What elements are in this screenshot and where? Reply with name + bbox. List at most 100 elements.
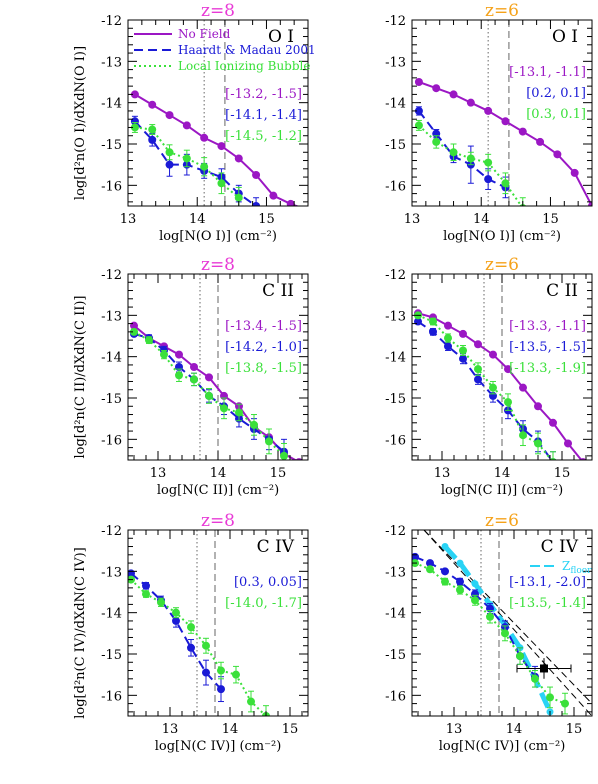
data-point-haardt_madau bbox=[484, 175, 493, 184]
y-tick-label: -15 bbox=[101, 138, 122, 153]
data-point-no_field bbox=[536, 137, 545, 146]
x-tick-label: 14 bbox=[189, 212, 206, 227]
x-axis-label: log[N(O I)] (cm⁻²) bbox=[159, 229, 277, 244]
data-point-local_bubble bbox=[504, 398, 512, 407]
series-line-haardt_madau bbox=[417, 320, 553, 460]
data-point-haardt_madau bbox=[217, 685, 225, 694]
y-tick-label: -13 bbox=[101, 55, 122, 70]
data-point-no_field bbox=[564, 439, 572, 448]
y-tick-label: -16 bbox=[385, 689, 406, 704]
x-axis-label: log[N(C II)] (cm⁻²) bbox=[441, 483, 563, 498]
y-axis-label: log[d²n(C II)/dXdN(C II)] bbox=[73, 296, 88, 459]
x-axis-label: log[N(O I)] (cm⁻²) bbox=[443, 229, 561, 244]
plot-area bbox=[128, 530, 270, 716]
x-tick-label: 13 bbox=[150, 466, 167, 481]
y-tick-label: -13 bbox=[385, 309, 406, 324]
data-point-haardt_madau bbox=[459, 354, 467, 363]
y-axis-label: log[d²n(C IV)/dXdN(C IV)] bbox=[73, 547, 88, 719]
y-tick-label: -13 bbox=[385, 565, 406, 580]
data-point-haardt_madau bbox=[474, 375, 482, 384]
data-point-local_bubble bbox=[414, 121, 423, 130]
y-tick-label: -16 bbox=[385, 433, 406, 448]
data-point-local_bubble bbox=[250, 420, 258, 429]
data-point-local_bubble bbox=[531, 674, 539, 683]
fit-params-haardt_madau: [-14.1, -1.4] bbox=[225, 108, 302, 123]
x-tick-label: 14 bbox=[506, 722, 523, 737]
x-tick-label: 15 bbox=[258, 212, 275, 227]
legend-label-no_field: No Field bbox=[178, 27, 231, 41]
ion-label: C II bbox=[546, 281, 578, 301]
x-tick-label: 13 bbox=[446, 722, 463, 737]
x-tick-label: 13 bbox=[120, 212, 137, 227]
legend-label-local_bubble: Local Ionizing Bubble bbox=[178, 59, 311, 73]
ion-label: O I bbox=[268, 27, 294, 47]
data-point-local_bubble bbox=[190, 375, 198, 384]
ion-label: C II bbox=[262, 281, 294, 301]
data-point-haardt_madau bbox=[142, 581, 150, 590]
data-point-no_field bbox=[489, 350, 497, 359]
y-tick-label: -16 bbox=[101, 689, 122, 704]
data-point-local_bubble bbox=[489, 383, 497, 392]
y-tick-label: -12 bbox=[101, 268, 122, 283]
data-point-local_bubble bbox=[459, 346, 467, 355]
panel-title: z=6 bbox=[485, 1, 519, 21]
data-point-local_bubble bbox=[466, 154, 475, 163]
x-axis-label: log[N(C II)] (cm⁻²) bbox=[157, 483, 279, 498]
diagonal-line-0 bbox=[423, 530, 592, 704]
y-tick-label: -14 bbox=[101, 351, 122, 366]
panel-title: z=6 bbox=[485, 255, 519, 275]
fit-params-haardt_madau: [-13.5, -1.5] bbox=[509, 340, 586, 355]
data-point-no_field bbox=[234, 154, 243, 163]
data-point-local_bubble bbox=[157, 598, 165, 607]
fit-params-local_bubble: [-13.5, -1.4] bbox=[509, 596, 586, 611]
data-point-haardt_madau bbox=[456, 577, 464, 586]
data-point-haardt_madau bbox=[172, 616, 180, 625]
data-point-no_field bbox=[165, 111, 174, 120]
data-point-haardt_madau bbox=[165, 160, 174, 169]
x-tick-label: 14 bbox=[210, 466, 227, 481]
panel-p31: 13 14 15 -12 -13 -14 -15 -16 log[N(C IV)] (cm⁻²)… bbox=[73, 511, 309, 754]
x-tick-label: 14 bbox=[222, 722, 239, 737]
data-point-haardt_madau bbox=[441, 567, 449, 576]
data-point-local_bubble bbox=[160, 350, 168, 359]
series-line-no_field bbox=[417, 312, 583, 460]
x-tick-label: 14 bbox=[473, 212, 490, 227]
data-point-zfloor bbox=[456, 559, 464, 567]
data-point-local_bubble bbox=[474, 365, 482, 374]
data-point-local_bubble bbox=[217, 179, 226, 188]
data-point-local_bubble bbox=[501, 629, 509, 638]
data-point-local_bubble bbox=[130, 327, 138, 336]
data-point-local_bubble bbox=[200, 162, 209, 171]
plot-area bbox=[414, 274, 587, 460]
y-tick-label: -16 bbox=[385, 179, 406, 194]
data-point-local_bubble bbox=[265, 437, 273, 446]
legend-label-haardt_madau: Haardt & Madau 2001 bbox=[178, 43, 316, 57]
y-tick-label: -15 bbox=[385, 648, 406, 663]
data-point-no_field bbox=[432, 84, 441, 93]
data-point-local_bubble bbox=[501, 179, 510, 188]
ion-label: C IV bbox=[257, 537, 295, 557]
data-point-local_bubble bbox=[130, 123, 139, 132]
data-point-haardt_madau bbox=[252, 202, 261, 206]
data-point-local_bubble bbox=[202, 641, 210, 650]
data-point-local_bubble bbox=[484, 158, 493, 167]
data-point-local_bubble bbox=[232, 670, 240, 679]
data-point-no_field bbox=[449, 90, 458, 99]
panel-p12: 13 14 15 -12 -13 -14 -15 -16 log[N(O I)] (cm⁻²) z… bbox=[385, 1, 593, 244]
panel-p11: 13 14 15 -12 -13 -14 -15 -16 log[N(O I)] (cm⁻²) l… bbox=[73, 1, 316, 244]
data-point-local_bubble bbox=[235, 408, 243, 417]
data-point-local_bubble bbox=[516, 652, 524, 661]
plot-area bbox=[414, 20, 592, 206]
y-tick-label: -14 bbox=[101, 97, 122, 112]
data-point-haardt_madau bbox=[414, 106, 423, 115]
ion-label: C IV bbox=[541, 537, 579, 557]
y-tick-label: -14 bbox=[101, 607, 122, 622]
x-tick-label: 13 bbox=[434, 466, 451, 481]
fit-params-no_field: [-13.1, -1.1] bbox=[509, 65, 586, 80]
diagonal-line-1 bbox=[423, 530, 592, 716]
plot-area bbox=[130, 274, 303, 460]
data-point-zfloor bbox=[441, 543, 449, 551]
fit-params-no_field: [-13.4, -1.5] bbox=[225, 319, 302, 334]
panel-title: z=6 bbox=[485, 511, 519, 531]
